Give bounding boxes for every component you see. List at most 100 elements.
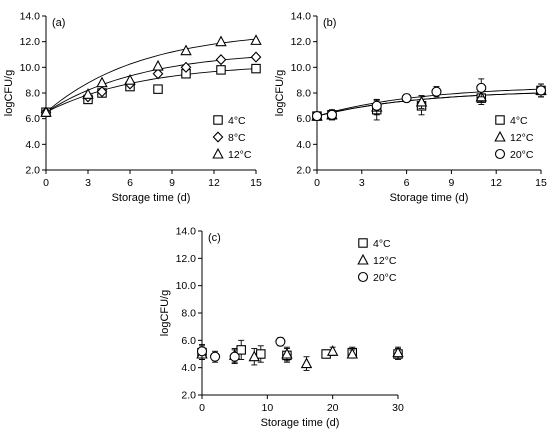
- x-tick-label: 9: [448, 177, 454, 189]
- fit-curve: [316, 92, 542, 117]
- legend-marker-triangle: [494, 130, 506, 142]
- data-point-diamond: [215, 54, 227, 66]
- x-tick-label: 20: [327, 402, 339, 414]
- data-point-triangle: [40, 106, 52, 117]
- data-point-circle: [476, 82, 487, 93]
- y-axis-label: logCFU/g: [274, 70, 286, 116]
- legend: 4°C 8°C 12°C: [212, 115, 252, 161]
- y-tick-label: 8.0: [181, 308, 196, 320]
- data-point-square: [236, 345, 246, 355]
- data-point-square: [251, 63, 261, 74]
- data-point-circle: [210, 351, 221, 362]
- x-tick-label: 0: [43, 177, 49, 189]
- data-point-triangle: [124, 73, 136, 85]
- x-tick-label: 6: [127, 177, 133, 189]
- data-point-circle: [275, 336, 286, 347]
- data-point-circle: [326, 109, 337, 120]
- data-point-triangle: [300, 357, 313, 369]
- data-point-triangle: [392, 346, 404, 358]
- fit-curve: [45, 38, 257, 113]
- y-tick-label: 14.0: [20, 11, 41, 23]
- x-axis-label: Storage time (d): [261, 417, 340, 429]
- x-axis-label: Storage time (d): [390, 192, 469, 204]
- y-tick-label: 6.0: [296, 113, 311, 125]
- data-point-diamond: [180, 61, 192, 73]
- data-point-triangle: [82, 88, 94, 99]
- data-point-triangle: [180, 44, 192, 56]
- data-point-circle: [196, 346, 208, 357]
- data-point-triangle: [415, 95, 428, 107]
- y-tick-label: 2.0: [296, 165, 311, 177]
- y-tick-label: 10.0: [291, 62, 312, 74]
- legend-label: 12°C: [373, 255, 397, 267]
- data-point-circle: [431, 86, 442, 97]
- y-tick-label: 12.0: [20, 36, 41, 48]
- x-tick-label: 10: [261, 402, 273, 414]
- panel-label: (a): [52, 17, 65, 29]
- x-tick-label: 9: [169, 177, 175, 189]
- x-tick-label: 3: [359, 177, 365, 189]
- legend-label: 8°C: [228, 132, 246, 144]
- data-point-triangle: [96, 76, 108, 88]
- x-axis-label: Storage time (d): [112, 192, 191, 204]
- y-tick-label: 14.0: [176, 226, 197, 238]
- x-tick-label: 3: [85, 177, 91, 189]
- y-axis-label: logCFU/g: [159, 290, 171, 336]
- data-point-square: [153, 84, 163, 94]
- y-tick-label: 12.0: [291, 36, 312, 48]
- data-point-diamond: [152, 68, 164, 80]
- x-tick-label: 0: [199, 402, 205, 414]
- data-point-triangle: [326, 345, 339, 356]
- legend-label: 12°C: [510, 132, 534, 144]
- legend: 4°C 12°C 20°C: [357, 238, 397, 284]
- legend-marker-triangle: [357, 253, 369, 265]
- x-tick-label: 6: [404, 177, 410, 189]
- data-point-diamond: [250, 51, 262, 63]
- legend-marker-square: [358, 238, 368, 248]
- data-point-circle: [535, 85, 547, 96]
- legend-label: 20°C: [373, 272, 397, 284]
- y-tick-label: 10.0: [20, 62, 41, 74]
- legend-label: 4°C: [373, 238, 391, 250]
- y-tick-label: 2.0: [25, 165, 40, 177]
- fit-curve: [316, 88, 542, 117]
- y-tick-label: 8.0: [25, 88, 40, 100]
- y-tick-label: 4.0: [181, 362, 196, 374]
- data-point-triangle: [250, 34, 262, 45]
- legend-label: 4°C: [510, 115, 528, 127]
- y-axis-label: logCFU/g: [3, 70, 15, 116]
- x-tick-label: 0: [314, 177, 320, 189]
- legend-label: 12°C: [228, 149, 252, 161]
- panel-label: (b): [323, 17, 336, 29]
- legend-marker-circle: [494, 148, 506, 160]
- data-point-triangle: [346, 347, 358, 359]
- y-tick-label: 6.0: [181, 335, 196, 347]
- chart-panel-2: 2.0 4.0 6.0 8.0 10.0 12.0 14.0 0 3 6 9 12 15 Storage …: [274, 11, 547, 205]
- y-tick-label: 12.0: [176, 253, 197, 265]
- data-point-square: [216, 65, 226, 75]
- y-tick-label: 2.0: [181, 390, 196, 402]
- data-point-triangle: [281, 347, 293, 359]
- y-tick-label: 4.0: [25, 139, 40, 151]
- legend-marker-triangle: [212, 147, 224, 159]
- data-point-triangle: [215, 35, 227, 47]
- data-point-circle: [401, 93, 412, 104]
- data-point-circle: [311, 111, 323, 122]
- legend-marker-circle: [357, 271, 369, 283]
- legend-label: 4°C: [228, 115, 246, 127]
- data-point-triangle: [152, 59, 164, 71]
- y-tick-label: 8.0: [296, 88, 311, 100]
- data-point-square: [256, 349, 266, 359]
- legend-marker-square: [495, 115, 505, 125]
- data-point-circle: [371, 100, 382, 111]
- y-tick-label: 4.0: [296, 139, 311, 151]
- y-tick-label: 14.0: [291, 11, 312, 23]
- x-tick-label: 30: [392, 402, 404, 414]
- x-tick-label: 12: [208, 177, 220, 189]
- panel-label: (c): [208, 232, 221, 244]
- y-tick-label: 6.0: [25, 113, 40, 125]
- data-point-circle: [229, 351, 240, 362]
- legend-marker-diamond: [212, 131, 224, 143]
- x-tick-label: 15: [535, 177, 547, 189]
